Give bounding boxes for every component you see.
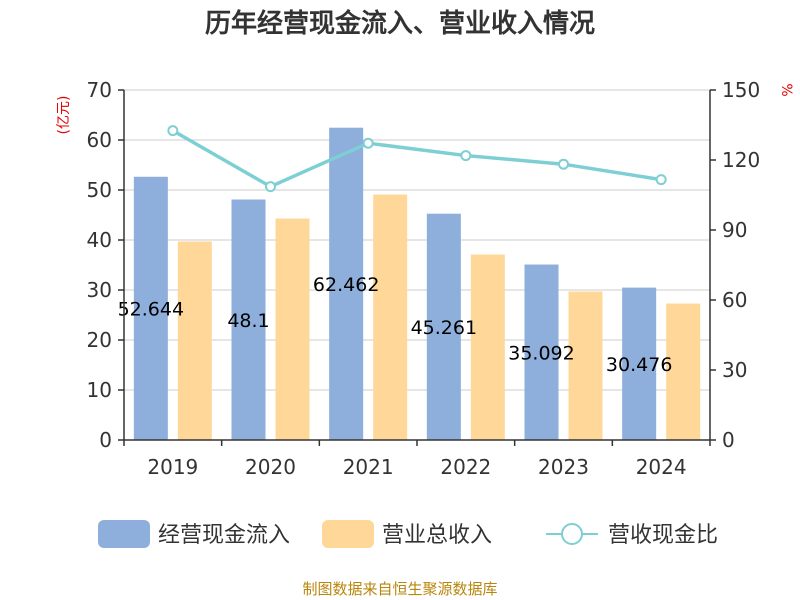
- right-axis-tick-label: 150: [722, 78, 760, 102]
- legend-marker: [561, 523, 583, 545]
- axes: 0 10 20 30 40 50 60 70 0 30 60 90 120 150 2019 2020 2021…: [87, 78, 761, 479]
- x-axis-tick-label: 2019: [147, 455, 198, 479]
- x-axis-tick-label: 2024: [636, 455, 687, 479]
- bar-revenue: [177, 241, 212, 440]
- x-axis-tick-label: 2020: [245, 455, 296, 479]
- left-axis-tick-label: 40: [87, 228, 112, 252]
- ratio-line: [167, 125, 667, 193]
- bar-data-label: 30.476: [606, 354, 672, 376]
- bar-data-label: 52.644: [118, 298, 184, 320]
- right-axis-tick-label: 90: [722, 218, 747, 242]
- chart-title: 历年经营现金流入、营业收入情况: [205, 8, 595, 39]
- grid-lines: [124, 89, 710, 391]
- legend: 经营现金流入 营业总收入 营收现金比: [98, 520, 718, 548]
- line-point: [362, 137, 374, 149]
- line-point: [655, 174, 667, 186]
- legend-label: 营业总收入: [382, 523, 492, 548]
- bar-data-label: 45.261: [411, 317, 477, 339]
- right-axis-unit: %: [778, 83, 794, 96]
- line-series: [171, 129, 662, 189]
- bar-revenue: [275, 218, 310, 440]
- bar-data-label: 35.092: [508, 342, 574, 364]
- bar-revenue: [373, 194, 408, 440]
- bar-cash-inflow: [231, 199, 266, 440]
- bar-cash-inflow: [133, 176, 168, 440]
- line-point: [265, 181, 276, 193]
- left-axis-tick-label: 60: [87, 128, 112, 152]
- legend-swatch: [98, 520, 150, 548]
- x-axis-tick-label: 2021: [343, 455, 394, 479]
- bar-cash-inflow: [524, 264, 559, 440]
- left-axis-tick-label: 50: [87, 178, 112, 202]
- right-axis-tick-label: 120: [722, 148, 760, 172]
- x-axis-tick-label: 2023: [538, 455, 589, 479]
- line-point: [460, 150, 472, 162]
- bar-data-label: 48.1: [227, 310, 269, 332]
- line-point: [558, 158, 569, 170]
- left-axis-unit: (亿元): [56, 96, 72, 135]
- line-point: [167, 125, 179, 137]
- bar-data-label: 62.462: [313, 274, 379, 296]
- bar-revenue: [568, 291, 603, 440]
- bars: [133, 127, 701, 440]
- right-axis-tick-label: 30: [722, 358, 747, 382]
- legend-label: 营收现金比: [608, 523, 718, 548]
- bar-revenue: [470, 254, 505, 440]
- left-axis-tick-label: 30: [87, 278, 112, 302]
- bar-cash-inflow: [329, 127, 364, 440]
- bar-cash-inflow: [622, 287, 657, 440]
- bar-revenue: [666, 303, 701, 440]
- right-axis-tick-label: 60: [722, 288, 747, 312]
- right-axis-tick-label: 0: [722, 428, 735, 452]
- left-axis-tick-label: 70: [87, 78, 112, 102]
- left-axis-tick-label: 0: [99, 428, 112, 452]
- bar-labels: 52.644 48.1 62.462 45.261 35.092 30.476: [118, 274, 673, 376]
- legend-label: 经营现金流入: [158, 523, 290, 548]
- legend-swatch: [322, 520, 374, 548]
- left-axis-tick-label: 20: [87, 328, 112, 352]
- source-note: 制图数据来自恒生聚源数据库: [302, 580, 497, 598]
- x-axis-tick-label: 2022: [440, 455, 491, 479]
- bar-cash-inflow: [426, 213, 461, 440]
- left-axis-tick-label: 10: [87, 378, 112, 402]
